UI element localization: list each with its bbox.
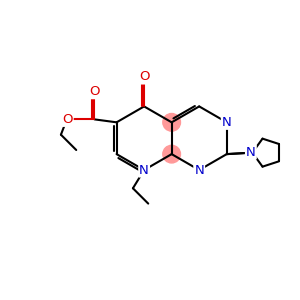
Text: O: O	[62, 113, 73, 126]
Circle shape	[163, 145, 181, 163]
Text: N: N	[194, 164, 204, 176]
Text: N: N	[246, 146, 256, 159]
Text: O: O	[89, 85, 100, 98]
Text: O: O	[139, 70, 149, 83]
Circle shape	[163, 113, 181, 131]
Text: N: N	[139, 164, 149, 176]
Text: N: N	[222, 116, 232, 129]
